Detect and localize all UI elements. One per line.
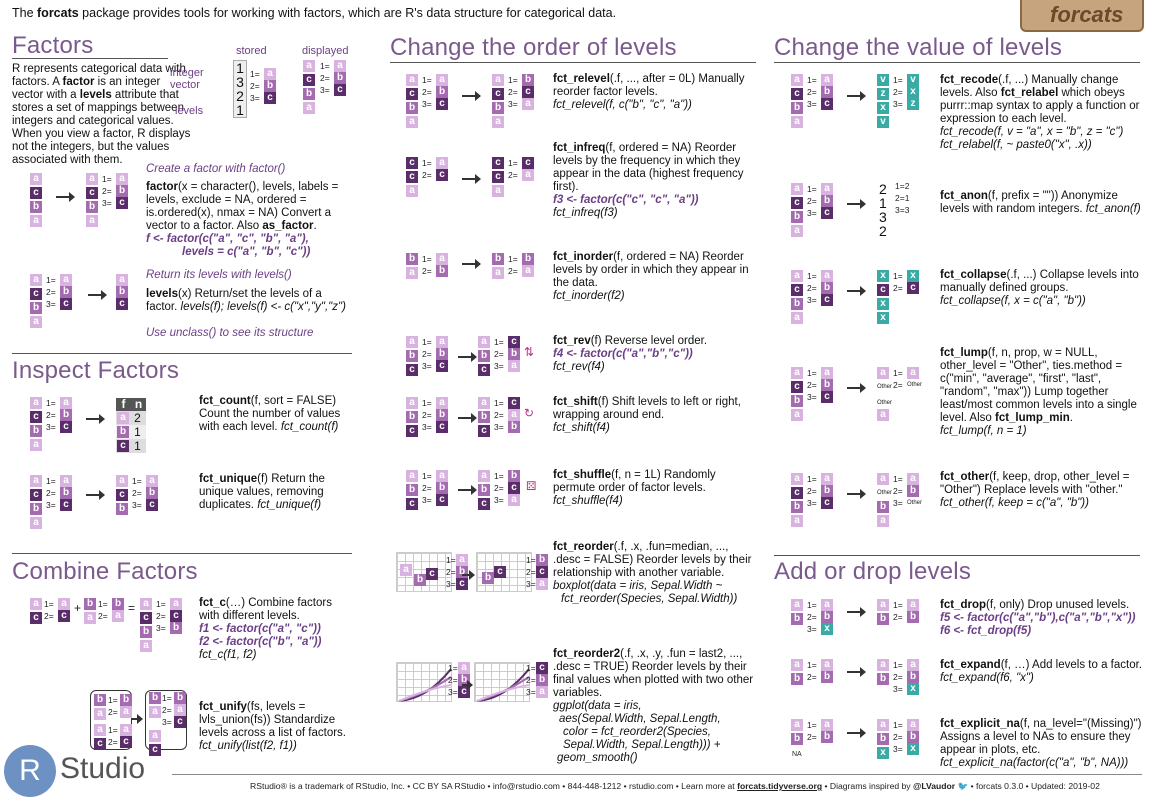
count-fn-description: fct_count(f, sort = FALSE) Count the num…	[199, 395, 341, 433]
arrow-icon	[462, 259, 481, 269]
section-rule	[12, 553, 352, 554]
section-title-order: Change the order of levels	[390, 34, 677, 61]
hex-logo-text: forcats	[1050, 2, 1124, 27]
unclass-note: Use unclass() to see its structure	[146, 327, 314, 339]
lump-fn-description: fct_lump(f, n, prop, w = NULL, other_lev…	[940, 347, 1137, 437]
section-title-adddrop: Add or drop levels	[774, 558, 972, 585]
unify-input-box	[90, 690, 132, 750]
section-rule	[774, 62, 1140, 63]
arrow-icon	[462, 570, 475, 580]
intro-text: The forcats package provides tools for w…	[12, 6, 617, 20]
arrow-icon	[847, 667, 866, 677]
anon-fn-description: fct_anon(f, prefix = "")) Anonymize leve…	[940, 190, 1141, 215]
expand-fn-description: fct_expand(f, …) Add levels to a factor.…	[940, 659, 1142, 684]
learn-more-link[interactable]: forcats.tidyverse.org	[737, 781, 823, 791]
levels-note: Return its levels with levels()	[146, 269, 292, 281]
section-rule	[390, 62, 756, 63]
arrow-icon	[458, 413, 477, 423]
factors-description: R represents categorical data with facto…	[12, 63, 191, 166]
arrow-icon	[847, 286, 866, 296]
package-name: forcats	[37, 6, 79, 20]
infreq-fn-description: fct_infreq(f, ordered = NA) Reorder leve…	[553, 142, 744, 219]
integer-vector-label: integer vector	[170, 67, 204, 91]
stored-values: 1 3 2 1	[233, 60, 247, 118]
arrow-icon	[86, 414, 105, 424]
footer-rule	[172, 774, 1142, 775]
arrow-icon	[847, 383, 866, 393]
reorder2-plot-input	[396, 662, 452, 702]
shift-fn-description: fct_shift(f) Shift levels to left or rig…	[553, 396, 741, 434]
rstudio-logo-text: Studio	[60, 752, 146, 785]
footer: RStudio® is a trademark of RStudio, Inc.…	[250, 781, 1100, 791]
unique-fn-description: fct_unique(f) Return the unique values, …	[199, 473, 325, 511]
relevel-fn-description: fct_relevel(.f, ..., after = 0L) Manuall…	[553, 73, 745, 111]
other-fn-description: fct_other(f, keep, drop, other_level = "…	[940, 471, 1130, 509]
shuffle-fn-description: fct_shuffle(f, n = 1L) Randomly permute …	[553, 469, 716, 507]
arrow-icon	[132, 714, 143, 724]
arrow-icon	[847, 91, 866, 101]
factor-fn-description: factor(x = character(), levels, labels =…	[146, 181, 339, 258]
recode-fn-description: fct_recode(.f, ...) Manually change leve…	[940, 74, 1140, 151]
displayed-label: displayed	[302, 45, 349, 57]
reorder2-fn-description: fct_reorder2(.f, .x, .y, .fun = last2, .…	[553, 648, 754, 764]
arrow-icon	[462, 680, 473, 690]
reverse-arrows-icon: ⇅	[524, 345, 535, 359]
arrow-icon	[847, 728, 866, 738]
rev-fn-description: fct_rev(f) Reverse level order. f4 <- fa…	[553, 335, 708, 373]
arrow-icon	[462, 174, 481, 184]
arrow-icon	[458, 485, 477, 495]
arrow-icon	[88, 290, 107, 300]
unify-output-box	[145, 690, 187, 750]
arrow-icon	[56, 192, 75, 202]
section-title-factors: Factors	[12, 32, 94, 59]
drop-fn-description: fct_drop(f, only) Drop unused levels. f5…	[940, 599, 1136, 637]
reorder-fn-description: fct_reorder(.f, .x, .fun=median, ..., .d…	[553, 541, 752, 605]
collapse-fn-description: fct_collapse(.f, ...) Collapse levels in…	[940, 269, 1139, 307]
c-fn-description: fct_c(…) Combine factors with different …	[199, 597, 332, 661]
unify-fn-description: fct_unify(fs, levels = lvls_union(fs)) S…	[199, 701, 346, 752]
rstudio-logo: R	[4, 745, 56, 797]
section-rule	[774, 555, 1140, 556]
section-title-inspect: Inspect Factors	[12, 357, 180, 384]
levels-label: levels	[175, 105, 204, 117]
inorder-fn-description: fct_inorder(f, ordered = NA) Reorder lev…	[553, 251, 749, 302]
create-factor-note: Create a factor with factor()	[146, 163, 286, 175]
curve-lines-icon	[398, 668, 452, 702]
shift-arrows-icon: ↻	[524, 406, 535, 420]
anon-output-values: 2 1 3 2	[879, 181, 887, 239]
stored-label: stored	[236, 45, 267, 57]
section-rule	[12, 353, 352, 354]
levels-fn-description: levels(x) Return/set the levels of a fac…	[146, 288, 346, 313]
reorder2-plot-output	[474, 662, 530, 702]
section-title-value: Change the value of levels	[774, 34, 1063, 61]
arrow-icon	[847, 607, 866, 617]
forcats-hex-logo	[1020, 0, 1144, 32]
curve-lines-icon	[476, 668, 530, 702]
section-rule	[12, 58, 168, 59]
arrow-icon	[462, 91, 481, 101]
dice-icon: ⚄	[526, 479, 537, 493]
arrow-icon	[458, 352, 477, 362]
section-title-combine: Combine Factors	[12, 558, 198, 585]
explicit-fn-description: fct_explicit_na(f, na_level="(Missing)")…	[940, 718, 1142, 769]
arrow-icon	[86, 490, 105, 500]
arrow-icon	[847, 489, 866, 499]
arrow-icon	[847, 199, 866, 209]
twitter-icon: 🐦	[955, 781, 969, 791]
